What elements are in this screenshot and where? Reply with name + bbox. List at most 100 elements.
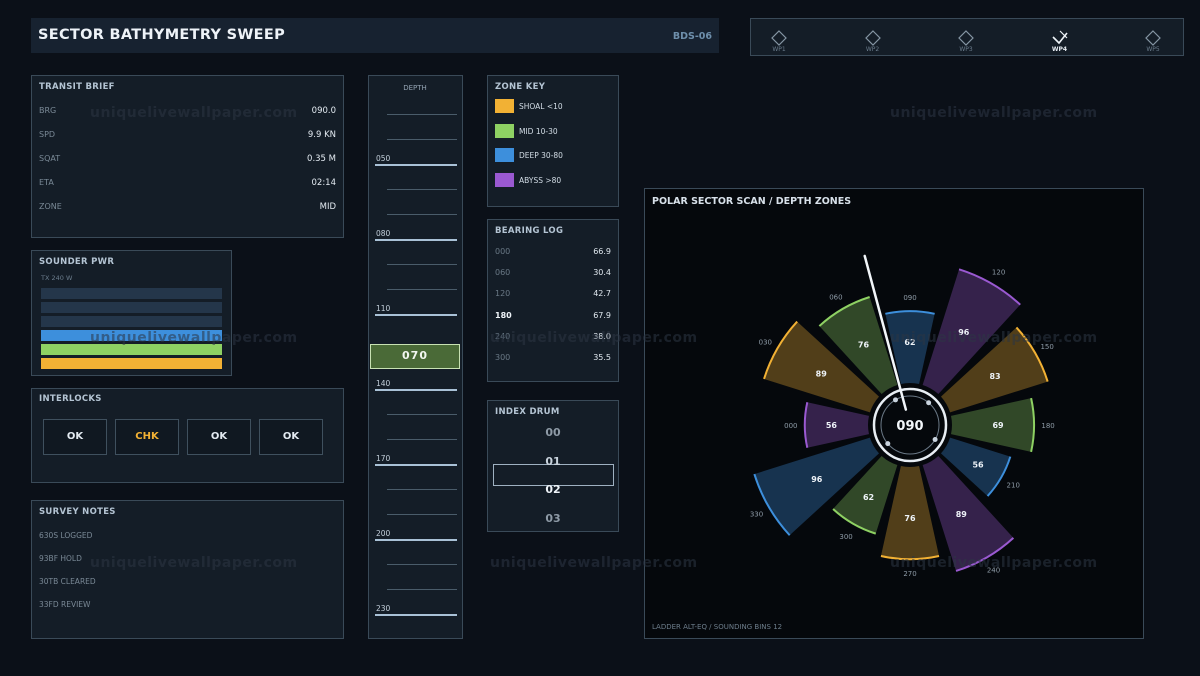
sector-wedge [922, 455, 1014, 571]
sector-bearing-label: 060 [829, 294, 842, 302]
depth-tick-label: 050 [376, 154, 391, 163]
zone-label: SHOAL <10 [519, 102, 563, 111]
interlock-button[interactable]: OK [187, 419, 251, 455]
bearing-value: 000 [495, 247, 511, 256]
zone-label: MID 10-30 [519, 126, 558, 136]
zone-label: DEEP 30-80 [519, 151, 563, 160]
sector-value: 62 [904, 338, 915, 347]
waypoint-3[interactable]: WP3 [946, 19, 986, 55]
current-depth-indicator[interactable]: 070 [370, 344, 460, 369]
hub-ring [872, 387, 948, 463]
sector-bearing-label: 090 [903, 294, 916, 302]
waypoint-label: WP4 [1051, 46, 1068, 53]
hub-marker-dot [893, 397, 898, 403]
sector-120: 96 120 [922, 268, 1021, 395]
index-drum-panel[interactable]: INDEX DRUM 00 01 02 03 [487, 400, 619, 532]
survey-note: 30TB CLEARED [39, 577, 96, 586]
panel-title: TRANSIT BRIEF [39, 82, 115, 92]
sector-edge [1015, 326, 1049, 382]
sector-value: 76 [904, 514, 916, 523]
sector-270: 76 270 [880, 466, 940, 578]
sector-value: 89 [816, 370, 828, 379]
depth-reading: 66.9 [593, 247, 611, 256]
sector-bearing-label: 180 [1041, 422, 1054, 430]
power-bar-segment [41, 288, 222, 299]
depth-tick-minor [387, 114, 457, 115]
sector-value: 96 [811, 475, 823, 484]
sector-180: 69 180 [951, 397, 1055, 453]
interlocks-panel: INTERLOCKS OK CHK OK OK [31, 388, 344, 483]
depth-tick-label: 080 [376, 229, 391, 238]
waypoint-check-icon [1051, 30, 1068, 45]
sector-wedge [754, 437, 880, 536]
interlock-button[interactable]: CHK [115, 419, 179, 455]
sector-edge [986, 456, 1012, 497]
depth-tick-label: 140 [376, 379, 391, 388]
sector-edge [753, 473, 791, 536]
sector-wedge [940, 327, 1048, 413]
depth-tick-major [375, 239, 457, 241]
interlock-button[interactable]: OK [259, 419, 323, 455]
waypoint-4[interactable]: WP4 [1040, 19, 1080, 55]
depth-tick-major [375, 539, 457, 541]
sector-bearing-label: 000 [784, 422, 797, 430]
sector-value: 62 [863, 493, 874, 502]
drum-value[interactable]: 03 [545, 511, 561, 525]
waypoint-label: WP1 [772, 46, 786, 53]
transmit-power-label: TX 240 W [41, 274, 73, 282]
drum-value[interactable]: 02 [545, 483, 561, 496]
interlock-button[interactable]: OK [43, 419, 107, 455]
power-bar-segment [41, 330, 222, 341]
sector-bearing-label: 240 [987, 567, 1000, 575]
panel-title: BEARING LOG [495, 226, 564, 236]
survey-note: 630S LOGGED [39, 531, 93, 540]
power-bar-segment [41, 358, 222, 369]
depth-tick-minor [387, 264, 457, 265]
sector-000: 56 000 [784, 402, 869, 448]
sector-value: 56 [972, 460, 984, 469]
watermark-text: uniquelivewallpaper.com [890, 105, 1098, 121]
depth-tick-label: 170 [376, 454, 391, 463]
sector-edge [958, 268, 1021, 306]
panel-title: ZONE KEY [495, 82, 546, 92]
transit-value: 090.0 [311, 106, 336, 116]
waypoint-1[interactable]: WP1 [759, 19, 799, 55]
sector-wedge [951, 398, 1035, 452]
sector-bearing-label: 300 [839, 533, 852, 541]
depth-tick-label: 200 [376, 529, 391, 538]
waypoint-diamond-icon [864, 30, 881, 46]
drum-value[interactable]: 00 [545, 426, 561, 439]
sector-edge [1030, 397, 1036, 453]
sector-bearing-label: 270 [903, 570, 916, 578]
bearing-value: 180 [495, 310, 512, 320]
depth-tick-minor [387, 139, 457, 140]
depth-ladder[interactable]: DEPTH 050 080 110 140 170 200 230 070 [368, 75, 463, 639]
polar-title: POLAR SECTOR SCAN / DEPTH ZONES [652, 196, 852, 207]
sector-bearing-label: 120 [992, 269, 1005, 277]
depth-tick-minor [387, 214, 457, 215]
sector-060: 76 060 [818, 294, 898, 395]
depth-tick-label: 110 [376, 304, 391, 313]
drum-value[interactable]: 01 [545, 454, 561, 468]
page-title: SECTOR BATHYMETRY SWEEP [38, 27, 286, 43]
waypoint-2[interactable]: WP2 [853, 19, 893, 55]
depth-tick-minor [387, 564, 457, 565]
sector-value: 69 [992, 421, 1004, 430]
depth-tick-minor [387, 589, 457, 590]
hub-marker-dot [932, 437, 938, 442]
polar-sector-chart: 62 090 96 120 83 150 69 180 56 210 89 240 76 270 62 300… [750, 254, 1055, 578]
power-bar-segment [41, 344, 222, 355]
transit-value: 02:14 [311, 178, 337, 188]
depth-tick-major [375, 314, 457, 316]
waypoint-5[interactable]: WP5 [1133, 19, 1173, 55]
sector-wedge [885, 311, 935, 384]
sector-value: 76 [858, 340, 870, 349]
waypoint-diamond-icon [771, 30, 787, 46]
center-bearing: 090 [896, 419, 923, 434]
depth-tick-major [375, 389, 457, 391]
panel-title: INDEX DRUM [495, 407, 560, 417]
depth-tick-minor [387, 289, 457, 290]
hub-marker-dot [926, 400, 932, 406]
hub-marker-dot [885, 441, 891, 447]
sector-edge [832, 508, 877, 535]
